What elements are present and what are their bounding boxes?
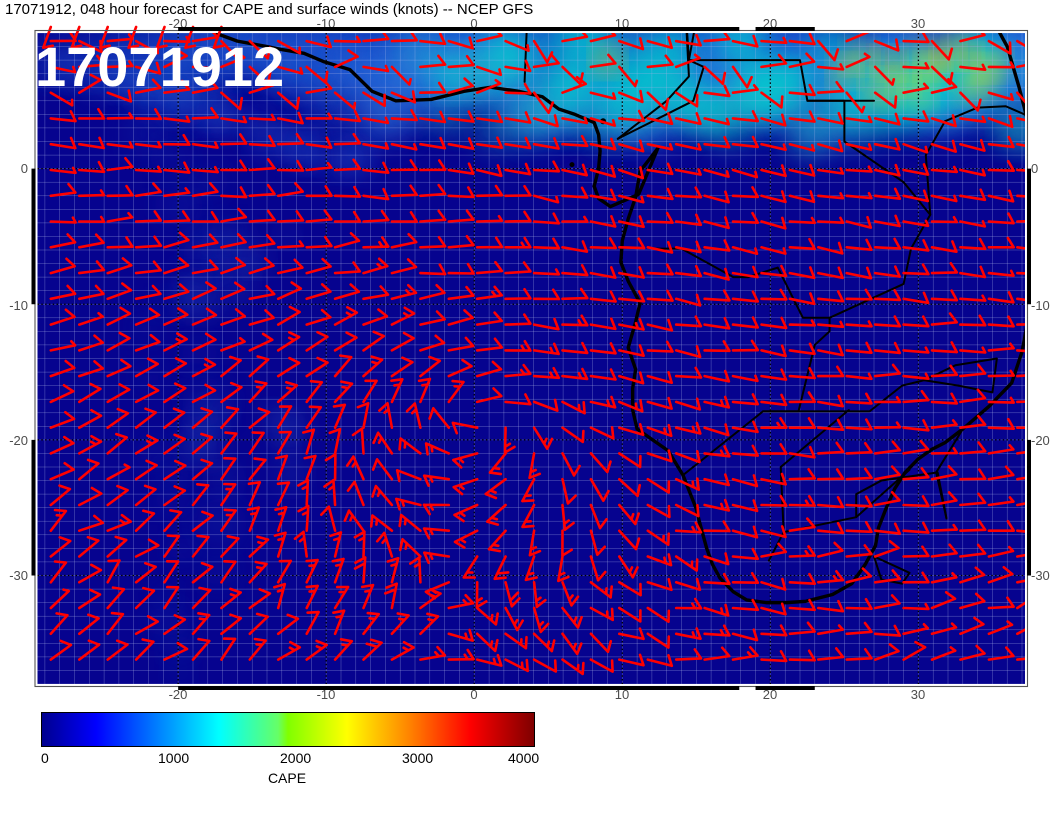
- svg-text:17071912: 17071912: [35, 35, 284, 98]
